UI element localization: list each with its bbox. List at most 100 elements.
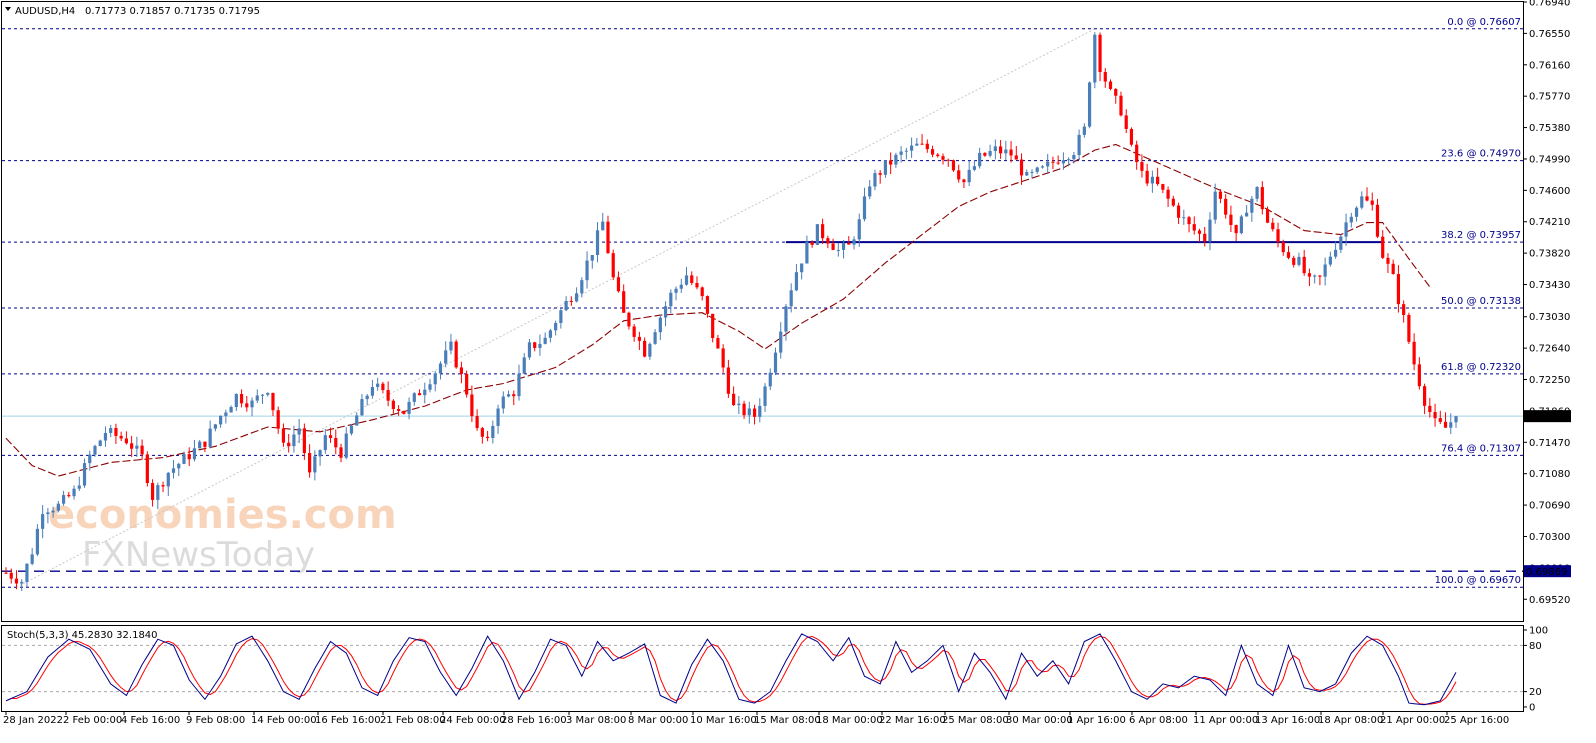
candle-body (527, 342, 532, 358)
candle (1260, 181, 1264, 215)
current-price-label: 0.71795 (1526, 412, 1567, 423)
candle (768, 368, 772, 391)
dropdown-triangle-icon[interactable] (5, 7, 11, 11)
candle-body (962, 179, 966, 183)
candle (417, 389, 422, 396)
candle (1150, 170, 1154, 193)
candle-body (768, 372, 772, 387)
candle-body (779, 331, 783, 353)
candle (1040, 165, 1045, 169)
price-tick-label: 0.71470 (1529, 438, 1570, 449)
candle (433, 371, 437, 392)
candle (700, 286, 704, 301)
candle-body (82, 463, 87, 486)
candle (30, 547, 34, 566)
candle-body (1171, 198, 1175, 206)
candle-body (454, 341, 458, 368)
price-tick-label: 0.72640 (1529, 344, 1570, 355)
candle-body (1140, 162, 1144, 171)
candle-body (1145, 170, 1149, 184)
candle (841, 239, 846, 259)
candle (1354, 206, 1359, 222)
candle-body (847, 242, 851, 245)
candle-body (1313, 275, 1317, 277)
candle (344, 427, 348, 460)
candle (658, 314, 662, 341)
candle (72, 485, 76, 500)
candle (1265, 206, 1270, 224)
candle (564, 296, 568, 312)
candle (1009, 141, 1013, 163)
fib-level-label: 50.0 @ 0.73138 (1441, 296, 1521, 307)
candle-body (250, 400, 254, 408)
support-price-label: 0.69869 (1526, 567, 1567, 578)
candle-body (61, 495, 66, 504)
stoch-signal-line (5, 635, 1457, 705)
candle-body (77, 485, 81, 489)
candle (1030, 169, 1034, 179)
candle (145, 451, 149, 487)
candle (103, 426, 108, 447)
candle-body (826, 238, 830, 244)
candle-body (428, 384, 432, 390)
candle (1166, 186, 1170, 208)
candle (1454, 416, 1458, 428)
candle (150, 479, 155, 507)
candle (245, 396, 249, 412)
candle-body (794, 272, 799, 291)
candle-body (585, 260, 589, 281)
candle-body (396, 409, 401, 411)
candle-body (14, 578, 19, 584)
stoch-tick-label: 0 (1529, 703, 1535, 714)
candle (1391, 259, 1395, 275)
candle (208, 420, 212, 449)
candle-body (177, 463, 181, 469)
candle (1208, 212, 1212, 251)
candle-body (805, 241, 809, 264)
candle (988, 144, 992, 158)
date-tick-label: 15 Mar 08:00 (754, 715, 821, 726)
candle (1297, 252, 1301, 267)
candle (653, 329, 657, 345)
candle-body (522, 357, 526, 374)
candle-body (219, 415, 223, 425)
candle (1004, 140, 1008, 161)
candle (412, 392, 416, 406)
stoch-tick-label: 100 (1529, 626, 1548, 637)
candle (1370, 192, 1374, 211)
candle (119, 431, 123, 442)
candle (601, 212, 605, 231)
candle-body (983, 152, 987, 156)
candle-body (883, 160, 888, 175)
stoch-pane-frame (1, 625, 1524, 712)
candle (773, 347, 778, 376)
candle-body (213, 424, 217, 429)
main-pane-frame (1, 1, 1524, 622)
candle-body (663, 306, 668, 318)
candle (297, 419, 301, 444)
candle (1229, 205, 1233, 233)
watermark-line1: economies.com (48, 492, 397, 538)
candle (1224, 194, 1228, 219)
candle-body (417, 393, 422, 396)
candle (1422, 383, 1427, 415)
candle-body (669, 292, 673, 307)
candle-body (1281, 242, 1285, 253)
moving-average (5, 143, 1431, 477)
candle-body (580, 280, 584, 294)
candle-body (559, 310, 563, 323)
candle-body (920, 143, 924, 145)
candle (198, 440, 202, 449)
candle (559, 308, 563, 329)
candle (1135, 140, 1139, 170)
candle (475, 409, 479, 431)
candle (1145, 163, 1149, 187)
candle-body (1339, 236, 1343, 250)
candle (690, 271, 694, 286)
candle (355, 412, 359, 426)
candle-body (1402, 304, 1406, 315)
candle-body (103, 432, 108, 441)
candle-body (1422, 386, 1427, 406)
candle (978, 147, 982, 169)
candle (784, 303, 788, 341)
